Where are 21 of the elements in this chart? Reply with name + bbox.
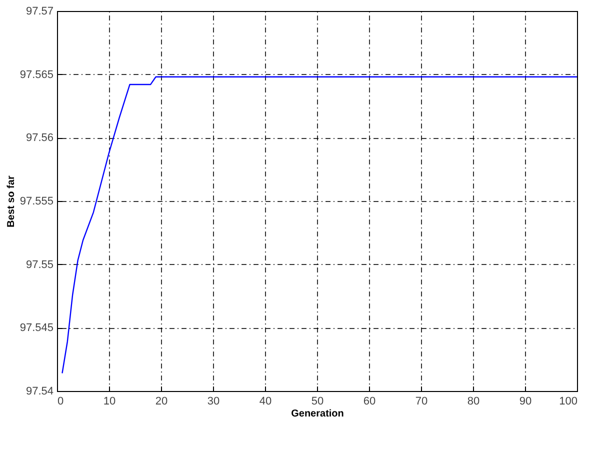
- x-tick-label: 40: [259, 396, 272, 408]
- x-tick-label: 0: [58, 396, 64, 408]
- x-tick-label: 60: [363, 396, 376, 408]
- y-tick-label: 97.57: [26, 6, 54, 18]
- y-tick-label: 97.54: [26, 386, 54, 398]
- y-tick-label: 97.545: [20, 322, 54, 334]
- x-tick-label: 10: [103, 396, 116, 408]
- y-tick-label: 97.565: [20, 68, 54, 81]
- line-series: [62, 76, 578, 374]
- y-axis-title: Best so far: [6, 176, 17, 228]
- x-tick-label: 80: [467, 396, 480, 408]
- x-tick-label: 100: [559, 396, 578, 408]
- y-tick-label: 97.555: [20, 196, 54, 208]
- x-tick-label: 20: [155, 396, 168, 408]
- x-tick-label: 90: [519, 396, 532, 408]
- x-tick-label: 50: [311, 396, 324, 408]
- x-axis-title: Generation: [291, 408, 344, 420]
- x-tick-label: 70: [415, 396, 428, 408]
- y-tick-label: 97.56: [26, 132, 54, 144]
- x-tick-label: 30: [207, 396, 220, 408]
- y-tick-label: 97.55: [26, 258, 54, 271]
